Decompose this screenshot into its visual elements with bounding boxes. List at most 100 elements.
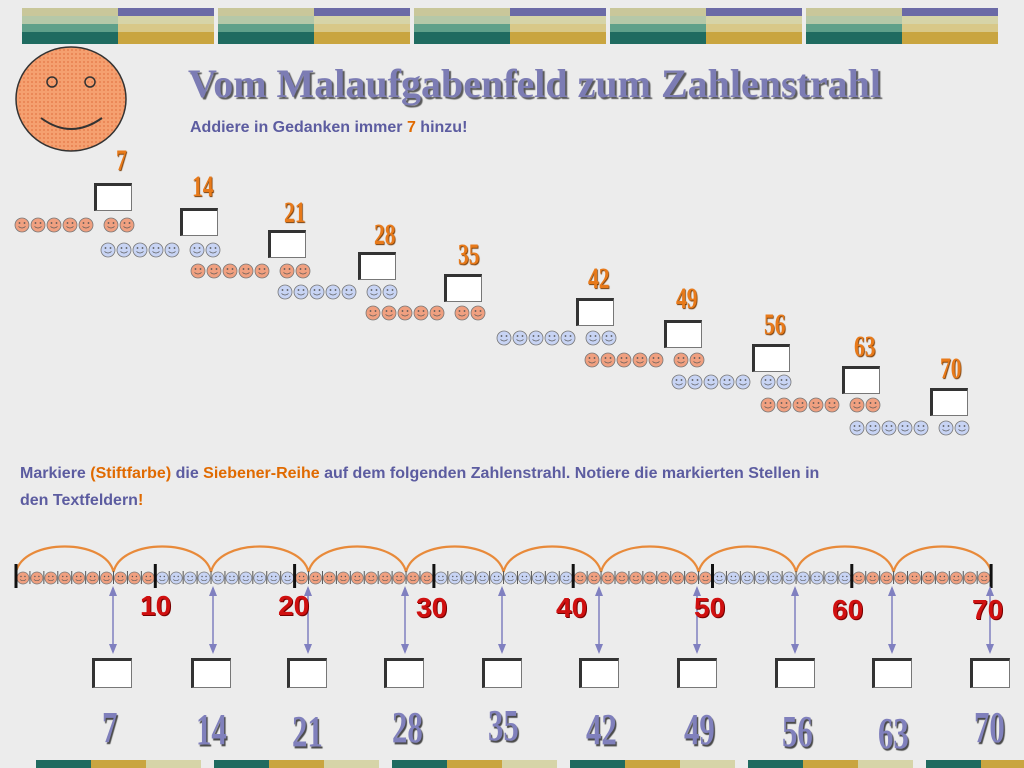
staircase-input-box[interactable] (180, 208, 218, 236)
smiley-icon (78, 217, 94, 233)
sun-smiley-icon (15, 46, 127, 152)
smiley-icon (254, 263, 270, 279)
line-smiley-icon (685, 571, 698, 585)
smiley-icon (673, 352, 689, 368)
top-decoration (22, 8, 998, 44)
smiley-icon (601, 330, 617, 346)
smiley-icon (14, 217, 30, 233)
smiley-icon (30, 217, 46, 233)
smiley-row (190, 263, 311, 279)
staircase-input-box[interactable] (930, 388, 968, 416)
subtitle-number: 7 (406, 119, 416, 136)
line-smiley-icon (58, 571, 72, 585)
answer-input-box[interactable] (677, 658, 717, 688)
line-smiley-icon (740, 571, 754, 585)
line-smiley-icon (866, 571, 880, 585)
answer-input-box[interactable] (970, 658, 1010, 688)
staircase-input-box[interactable] (358, 252, 396, 280)
answer-input-box[interactable] (579, 658, 619, 688)
smiley-icon (881, 420, 897, 436)
line-smiley-icon (309, 571, 322, 585)
line-smiley-icon (977, 571, 991, 585)
smiley-icon (365, 305, 381, 321)
staircase-input-box[interactable] (268, 230, 306, 258)
smiley-icon (528, 330, 544, 346)
staircase-value: 49 (676, 282, 698, 315)
line-smiley-icon (364, 571, 378, 585)
number-line (14, 545, 994, 654)
line-smiley-icon (532, 571, 545, 585)
line-smiley-icon (615, 571, 629, 585)
jump-arc (892, 545, 993, 573)
answer-label: 49 (684, 705, 715, 754)
smiley-icon (735, 374, 751, 390)
line-smiley-icon (295, 571, 308, 585)
line-smiley-icon (657, 571, 671, 585)
answer-input-box[interactable] (775, 658, 815, 688)
answer-input-box[interactable] (384, 658, 424, 688)
staircase-value: 28 (374, 218, 396, 251)
staircase-input-box[interactable] (752, 344, 790, 372)
jump-arc (307, 545, 408, 573)
smiley-icon (824, 397, 840, 413)
smiley-icon (413, 305, 429, 321)
staircase-input-box[interactable] (444, 274, 482, 302)
answer-input-box[interactable] (191, 658, 231, 688)
staircase-input-box[interactable] (664, 320, 702, 348)
smiley-icon (849, 397, 865, 413)
smiley-icon (849, 420, 865, 436)
smiley-icon (382, 284, 398, 300)
smiley-icon (62, 217, 78, 233)
smiley-icon (600, 352, 616, 368)
smiley-icon (760, 397, 776, 413)
staircase-input-box[interactable] (576, 298, 614, 326)
line-smiley-icon (267, 571, 281, 585)
staircase-value: 35 (458, 238, 480, 271)
answer-input-box[interactable] (872, 658, 912, 688)
staircase-input-box[interactable] (842, 366, 880, 394)
line-smiley-icon (44, 571, 58, 585)
tick-label: 40 (556, 592, 588, 623)
subtitle-prefix: Addiere in Gedanken immer (190, 119, 407, 136)
double-arrow-icon (986, 586, 994, 654)
smiley-row (14, 217, 135, 233)
page-title: Vom Malaufgabenfeld zum Zahlenstrahl (188, 61, 882, 106)
jump-arc (697, 545, 798, 573)
smiley-icon (119, 217, 135, 233)
smiley-icon (865, 397, 881, 413)
instr-part-3: die (171, 465, 204, 482)
smiley-icon (776, 397, 792, 413)
jump-arc (209, 545, 310, 573)
line-smiley-icon (922, 571, 935, 585)
smiley-icon (148, 242, 164, 258)
smiley-icon (295, 263, 311, 279)
double-arrow-icon (693, 586, 701, 654)
instr-part-1: Markiere (20, 465, 91, 482)
smiley-icon (865, 420, 881, 436)
line-smiley-icon (392, 571, 406, 585)
line-smiley-icon (337, 571, 350, 585)
line-smiley-icon (211, 571, 225, 585)
smiley-icon (648, 352, 664, 368)
line-smiley-icon (880, 571, 893, 585)
answer-input-box[interactable] (482, 658, 522, 688)
answer-input-box[interactable] (92, 658, 132, 688)
line-smiley-icon (545, 571, 559, 585)
smiley-icon (103, 217, 119, 233)
line-smiley-icon (239, 571, 253, 585)
smiley-icon (164, 242, 180, 258)
double-arrow-icon (888, 586, 896, 654)
answer-label: 7 (102, 703, 118, 752)
line-smiley-icon (504, 571, 517, 585)
smiley-icon (309, 284, 325, 300)
staircase-input-box[interactable] (94, 183, 132, 211)
line-smiley-icon (30, 571, 44, 585)
smiley-row (849, 420, 970, 436)
jump-arc (599, 545, 700, 573)
smiley-icon (189, 242, 205, 258)
tick-label: 70 (972, 594, 1004, 625)
line-smiley-icon (448, 571, 462, 585)
answer-input-box[interactable] (287, 658, 327, 688)
smiley-icon (687, 374, 703, 390)
double-arrow-icon (304, 586, 312, 654)
